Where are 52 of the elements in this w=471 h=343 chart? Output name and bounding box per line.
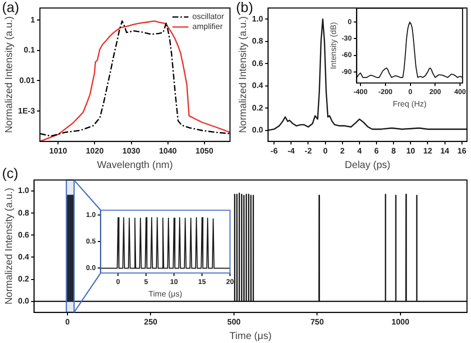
y-tick-label: 1.0 (252, 14, 264, 24)
y-tick-label: 0.0 (252, 125, 264, 134)
x-tick-label: 16 (457, 146, 467, 156)
x-tick-label: 0 (65, 317, 70, 326)
y-axis-title: Normalized Intensity (a.u.) (4, 16, 15, 134)
y-tick-label: 0.4 (18, 252, 30, 262)
x-tick-label: 750 (310, 317, 324, 326)
y-tick-label: 0.4 (252, 81, 264, 90)
y-tick-label: 0.8 (18, 208, 30, 218)
x-axis-title: Delay (ps) (344, 160, 390, 171)
x-tick-label: -6 (270, 146, 278, 156)
x-tick-label: 14 (440, 146, 450, 156)
y-tick-label: 0.8 (252, 36, 264, 46)
x-tick-label: -4 (288, 146, 296, 156)
x-axis-title: Time (μs) (230, 330, 272, 342)
x-tick-label: 12 (423, 146, 433, 156)
x-axis-title: Wavelength (nm) (97, 160, 173, 171)
x-tick-label: 1050 (196, 146, 214, 156)
x-tick-label: 4 (357, 146, 362, 156)
x-tick-label: 10 (406, 146, 416, 156)
x-tick-label: 500 (227, 317, 242, 326)
y-tick-label: 0.0 (18, 296, 30, 306)
x-tick-label: -2 (304, 146, 312, 156)
y-tick-label: 0.6 (252, 58, 264, 68)
y-tick-label: 1 (30, 15, 36, 24)
x-tick-label: 1000 (392, 317, 410, 326)
x-tick-label: 1010 (49, 146, 68, 156)
x-tick-label: 1030 (122, 146, 141, 156)
x-tick-label: 6 (374, 146, 380, 156)
text: (c) (2, 164, 18, 181)
y-axis-title: Normalized Intensity (a.u.) (4, 188, 15, 305)
y-tick-label: 0.2 (252, 103, 264, 112)
y-tick-label: 1E-3 (18, 106, 36, 116)
x-tick-label: 2 (340, 146, 346, 156)
x-tick-label: 1020 (86, 146, 104, 156)
x-axis-title: Freq (Hz) (392, 99, 427, 108)
x-tick-label: 8 (391, 146, 396, 156)
x-axis-title: Time (μs) (148, 289, 183, 298)
x-tick-label: 1040 (158, 146, 178, 156)
legend-label: amplifier (192, 22, 223, 32)
legend-label: oscillator (192, 12, 224, 22)
y-axis-title: Normalized Intensity (a.u.) (238, 16, 249, 134)
y-tick-label: 1.0 (18, 186, 30, 196)
y-axis-title: Intensity (dB) (329, 22, 338, 70)
x-tick-label: 250 (144, 317, 158, 326)
text: (a) (2, 0, 20, 15)
y-tick-label: 0.2 (18, 274, 30, 284)
y-tick-label: 0.01 (19, 76, 36, 85)
x-tick-label: 0 (323, 146, 328, 156)
y-tick-label: 0.6 (18, 230, 30, 240)
y-tick-label: 0.1 (24, 46, 36, 55)
text: (b) (236, 0, 254, 15)
